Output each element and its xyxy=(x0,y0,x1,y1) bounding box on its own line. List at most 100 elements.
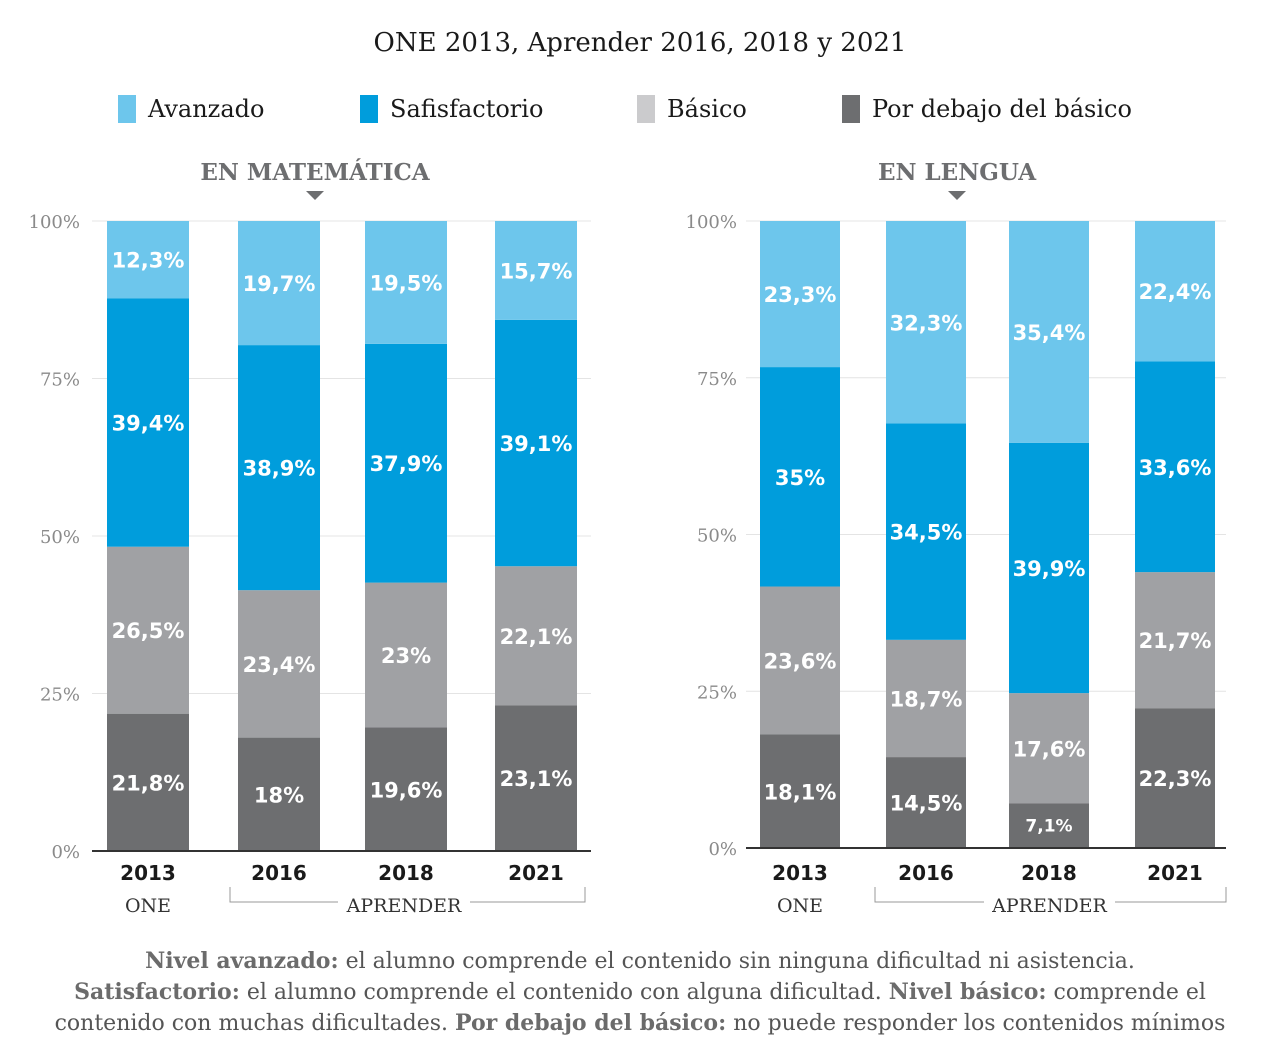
chart-title: ONE 2013, Aprender 2016, 2018 y 2021 xyxy=(373,28,907,58)
x-tick-label: 2013 xyxy=(120,861,176,885)
bar-segment xyxy=(760,586,840,735)
footnote-line-1: Nivel avanzado: el alumno comprende el c… xyxy=(145,948,1135,974)
legend-swatch xyxy=(842,95,860,123)
title-arrow-icon xyxy=(948,191,966,200)
bracket-left xyxy=(229,887,338,903)
data-label: 23,1% xyxy=(500,767,573,791)
data-label: 21,7% xyxy=(1139,629,1212,653)
data-label: 23,3% xyxy=(764,283,837,307)
data-label: 12,3% xyxy=(112,249,185,273)
y-tick-label: 100% xyxy=(29,212,80,233)
panel-title: EN LENGUA xyxy=(878,159,1037,186)
bar-segment xyxy=(495,705,577,851)
data-label: 19,6% xyxy=(370,778,443,802)
x-tick-label: 2021 xyxy=(508,861,564,885)
legend-swatch xyxy=(360,95,378,123)
y-tick-label: 100% xyxy=(686,212,737,233)
data-label: 22,3% xyxy=(1139,767,1212,791)
y-tick-label: 50% xyxy=(697,526,737,547)
x-tick-label: 2018 xyxy=(1021,861,1077,885)
bar-segment xyxy=(495,566,577,706)
data-label: 23,6% xyxy=(764,650,837,674)
math-chart: EN MATEMÁTICA 0% 25% 50% 75% 100% 21,8% 26,5% 39… xyxy=(29,159,591,917)
group-label-aprender: APRENDER xyxy=(991,895,1107,917)
group-label-aprender: APRENDER xyxy=(346,895,462,917)
bar-segment xyxy=(107,298,189,547)
data-label: 34,5% xyxy=(890,521,963,545)
bar-segment xyxy=(365,727,447,851)
x-tick-label: 2016 xyxy=(898,861,954,885)
bar-segment xyxy=(1009,221,1089,443)
bar-segment xyxy=(760,221,840,368)
data-label: 18% xyxy=(254,783,304,807)
legend-swatch xyxy=(118,95,136,123)
data-label: 35,4% xyxy=(1013,321,1086,345)
x-tick-label: 2018 xyxy=(378,861,434,885)
data-label: 22,1% xyxy=(500,625,573,649)
data-label: 39,9% xyxy=(1013,557,1086,581)
bar-segment xyxy=(365,343,447,583)
bar-segment xyxy=(1009,442,1089,694)
bracket-right xyxy=(1115,887,1227,903)
bar-segment xyxy=(238,737,320,851)
group-label-one: ONE xyxy=(125,895,171,917)
bar-segment xyxy=(238,221,320,346)
legend-label: Por debajo del básico xyxy=(872,95,1132,123)
bar-segment xyxy=(107,713,189,851)
legend-label: Avanzado xyxy=(148,95,265,123)
bar-segment xyxy=(760,734,840,848)
x-tick-label: 2013 xyxy=(772,861,828,885)
data-label: 15,7% xyxy=(500,259,573,283)
legend-label: Safisfactorio xyxy=(390,95,544,123)
bar-segment xyxy=(495,319,577,567)
data-label: 22,4% xyxy=(1139,280,1212,304)
bar-segment xyxy=(1009,693,1089,804)
bracket-left xyxy=(874,887,984,903)
x-tick-label: 2016 xyxy=(251,861,307,885)
y-tick-label: 25% xyxy=(40,685,80,706)
bar-segment xyxy=(1135,361,1215,573)
legend-label: Básico xyxy=(667,95,747,123)
data-label: 17,6% xyxy=(1013,737,1086,761)
data-label: 18,1% xyxy=(764,780,837,804)
legend-item-basico: Básico xyxy=(637,94,747,124)
bar-segment xyxy=(886,423,966,640)
bar-segment xyxy=(1135,572,1215,709)
data-label: 23,4% xyxy=(243,653,316,677)
data-label: 19,7% xyxy=(243,272,316,296)
bar-segment xyxy=(886,639,966,758)
y-tick-label: 50% xyxy=(40,527,80,548)
legend-item-satisfactorio: Safisfactorio xyxy=(360,94,543,124)
footnote-line-3: contenido con muchas dificultades. Por d… xyxy=(54,1010,1226,1036)
y-tick-label: 0% xyxy=(708,839,737,860)
data-label: 23% xyxy=(381,644,431,668)
bar-segment xyxy=(886,221,966,424)
language-chart: EN LENGUA 0% 25% 50% 75% 100% 18,1% 23,6% 35% 23,… xyxy=(686,159,1227,917)
bar-segment xyxy=(365,582,447,728)
bar-segment xyxy=(1009,803,1089,848)
bar-segment xyxy=(365,221,447,344)
x-tick-label: 2021 xyxy=(1147,861,1203,885)
panel-title: EN MATEMÁTICA xyxy=(200,159,430,186)
data-label: 21,8% xyxy=(112,771,185,795)
y-tick-label: 75% xyxy=(40,370,80,391)
bar-segment xyxy=(107,546,189,714)
data-label: 39,4% xyxy=(112,412,185,436)
data-label: 32,3% xyxy=(890,311,963,335)
bar-segment xyxy=(238,590,320,738)
bar-segment xyxy=(760,367,840,587)
bar-segment xyxy=(886,757,966,848)
footnote: Nivel avanzado: el alumno comprende el c… xyxy=(0,946,1280,1039)
legend-item-avanzado: Avanzado xyxy=(118,94,264,124)
bracket-right xyxy=(470,887,586,903)
data-label: 38,9% xyxy=(243,457,316,481)
data-label: 19,5% xyxy=(370,271,443,295)
legend-swatch xyxy=(637,95,655,123)
data-label: 39,1% xyxy=(500,432,573,456)
y-tick-label: 75% xyxy=(697,369,737,390)
bar-segment xyxy=(1135,708,1215,848)
data-label: 26,5% xyxy=(112,619,185,643)
data-label: 35% xyxy=(775,466,825,490)
footnote-line-2: Satisfactorio: el alumno comprende el co… xyxy=(74,979,1206,1005)
bar-segment xyxy=(1135,221,1215,362)
